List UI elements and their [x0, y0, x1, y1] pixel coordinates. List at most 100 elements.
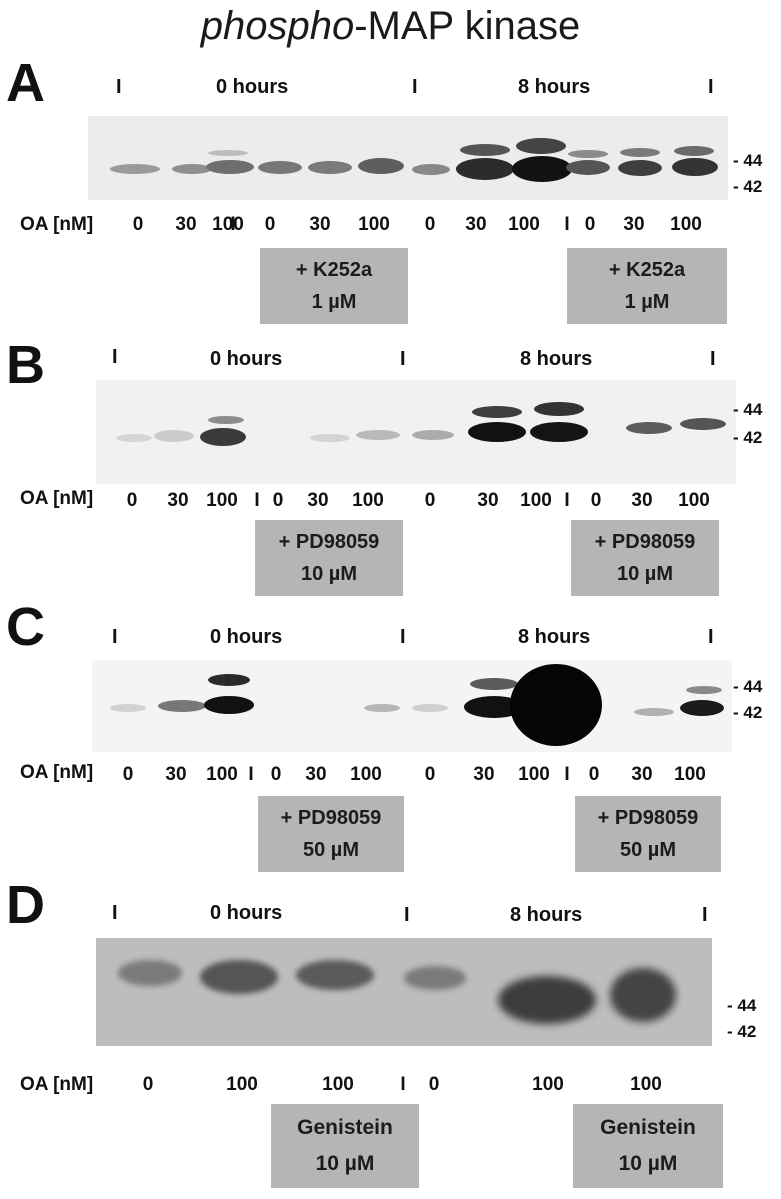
band [468, 422, 526, 442]
treatment-dose: 10 µM [301, 563, 357, 585]
lane-label: 100 [352, 490, 384, 511]
separator-tick: I [412, 76, 418, 98]
lane-label: 30 [309, 214, 331, 235]
lane-separator: I [564, 764, 570, 785]
separator-tick: I [708, 76, 714, 98]
lane-label: 0 [424, 214, 436, 235]
treatment-dose: 10 µM [315, 1152, 375, 1175]
separator-tick: I [400, 626, 406, 648]
separator-tick: I [710, 348, 716, 370]
lane-label: 30 [631, 764, 653, 785]
lane-label: 100 [518, 764, 550, 785]
lane-label: 0 [272, 490, 284, 511]
treatment-dose: 50 µM [620, 839, 676, 861]
lane-label: 0 [590, 490, 602, 511]
header-0-hours: 0 hours [216, 76, 289, 98]
band [464, 696, 524, 718]
mw-marker-42: - 42 [733, 428, 763, 447]
lane-label: 30 [167, 490, 189, 511]
separator-tick: I [702, 904, 708, 926]
band [296, 960, 374, 990]
band [566, 160, 610, 175]
band [358, 158, 404, 174]
treatment-name: + K252a [295, 259, 373, 281]
band [206, 160, 254, 174]
lane-label: 0 [588, 764, 600, 785]
panel-label-b: B [6, 335, 45, 395]
band [456, 158, 514, 180]
lane-label: 30 [165, 764, 187, 785]
lane-label: 100 [670, 214, 702, 235]
lane-separator: I [564, 490, 570, 511]
blot-b [96, 380, 736, 484]
band [118, 960, 182, 986]
lane-label: 100 [358, 214, 390, 235]
band [498, 976, 596, 1024]
band [460, 144, 510, 156]
header-8-hours: 8 hours [518, 76, 591, 98]
band [618, 160, 662, 176]
treatment-name: + PD98059 [280, 807, 382, 829]
lane-label: 30 [305, 764, 327, 785]
mw-marker-44: - 44 [733, 677, 763, 696]
treatment-box-pd98059: + PD98059 10 µM [255, 520, 403, 596]
lane-label: 100 [674, 764, 706, 785]
treatment-name: Genistein [297, 1116, 393, 1139]
lane-label: 30 [307, 490, 329, 511]
treatment-dose: 10 µM [617, 563, 673, 585]
title-italic: phospho [200, 4, 355, 48]
lane-label: 0 [424, 764, 436, 785]
band [208, 416, 244, 424]
band [158, 700, 206, 712]
oa-label: OA [nM] [20, 488, 94, 509]
treatment-dose: 50 µM [303, 839, 359, 861]
treatment-box-k252a: + K252a 1 µM [567, 248, 727, 324]
treatment-name: + K252a [608, 259, 686, 281]
band [634, 708, 674, 716]
band [512, 156, 572, 182]
panel-label-c: C [6, 597, 45, 657]
header-8-hours: 8 hours [510, 904, 583, 926]
lane-label: 100 [678, 490, 710, 511]
treatment-box-pd98059: + PD98059 50 µM [575, 796, 721, 872]
lane-label: 100 [350, 764, 382, 785]
lane-label: 100 [322, 1074, 354, 1095]
separator-tick: I [708, 626, 714, 648]
band [308, 161, 352, 174]
lane-label: 0 [264, 214, 276, 235]
band [154, 430, 194, 442]
lane-label: 30 [623, 214, 645, 235]
band [510, 664, 602, 746]
band [620, 148, 660, 157]
treatment-name: + PD98059 [278, 531, 380, 553]
band [680, 700, 724, 716]
treatment-dose: 10 µM [618, 1152, 678, 1175]
lane-label: 0 [270, 764, 282, 785]
treatment-dose: 1 µM [624, 291, 670, 313]
band [626, 422, 672, 434]
band [686, 686, 722, 694]
lane-label: 100 [508, 214, 540, 235]
treatment-box-genistein: Genistein 10 µM [573, 1104, 723, 1188]
separator-tick: I [112, 902, 118, 924]
treatment-box-genistein: Genistein 10 µM [271, 1104, 419, 1188]
band [412, 164, 450, 175]
treatment-name: Genistein [600, 1116, 696, 1139]
band [258, 161, 302, 174]
band [204, 696, 254, 714]
treatment-box-pd98059: + PD98059 10 µM [571, 520, 719, 596]
header-0-hours: 0 hours [210, 902, 283, 924]
band [356, 430, 400, 440]
blot-c [92, 660, 732, 752]
mw-marker-42: - 42 [727, 1022, 757, 1041]
band [568, 150, 608, 158]
band [200, 428, 246, 446]
band [172, 164, 212, 174]
band [610, 968, 676, 1022]
lane-separator: I [254, 490, 260, 511]
header-8-hours: 8 hours [518, 626, 591, 648]
band [472, 406, 522, 418]
lane-label: 30 [465, 214, 487, 235]
header-8-hours: 8 hours [520, 348, 593, 370]
lane-label: 0 [424, 490, 436, 511]
